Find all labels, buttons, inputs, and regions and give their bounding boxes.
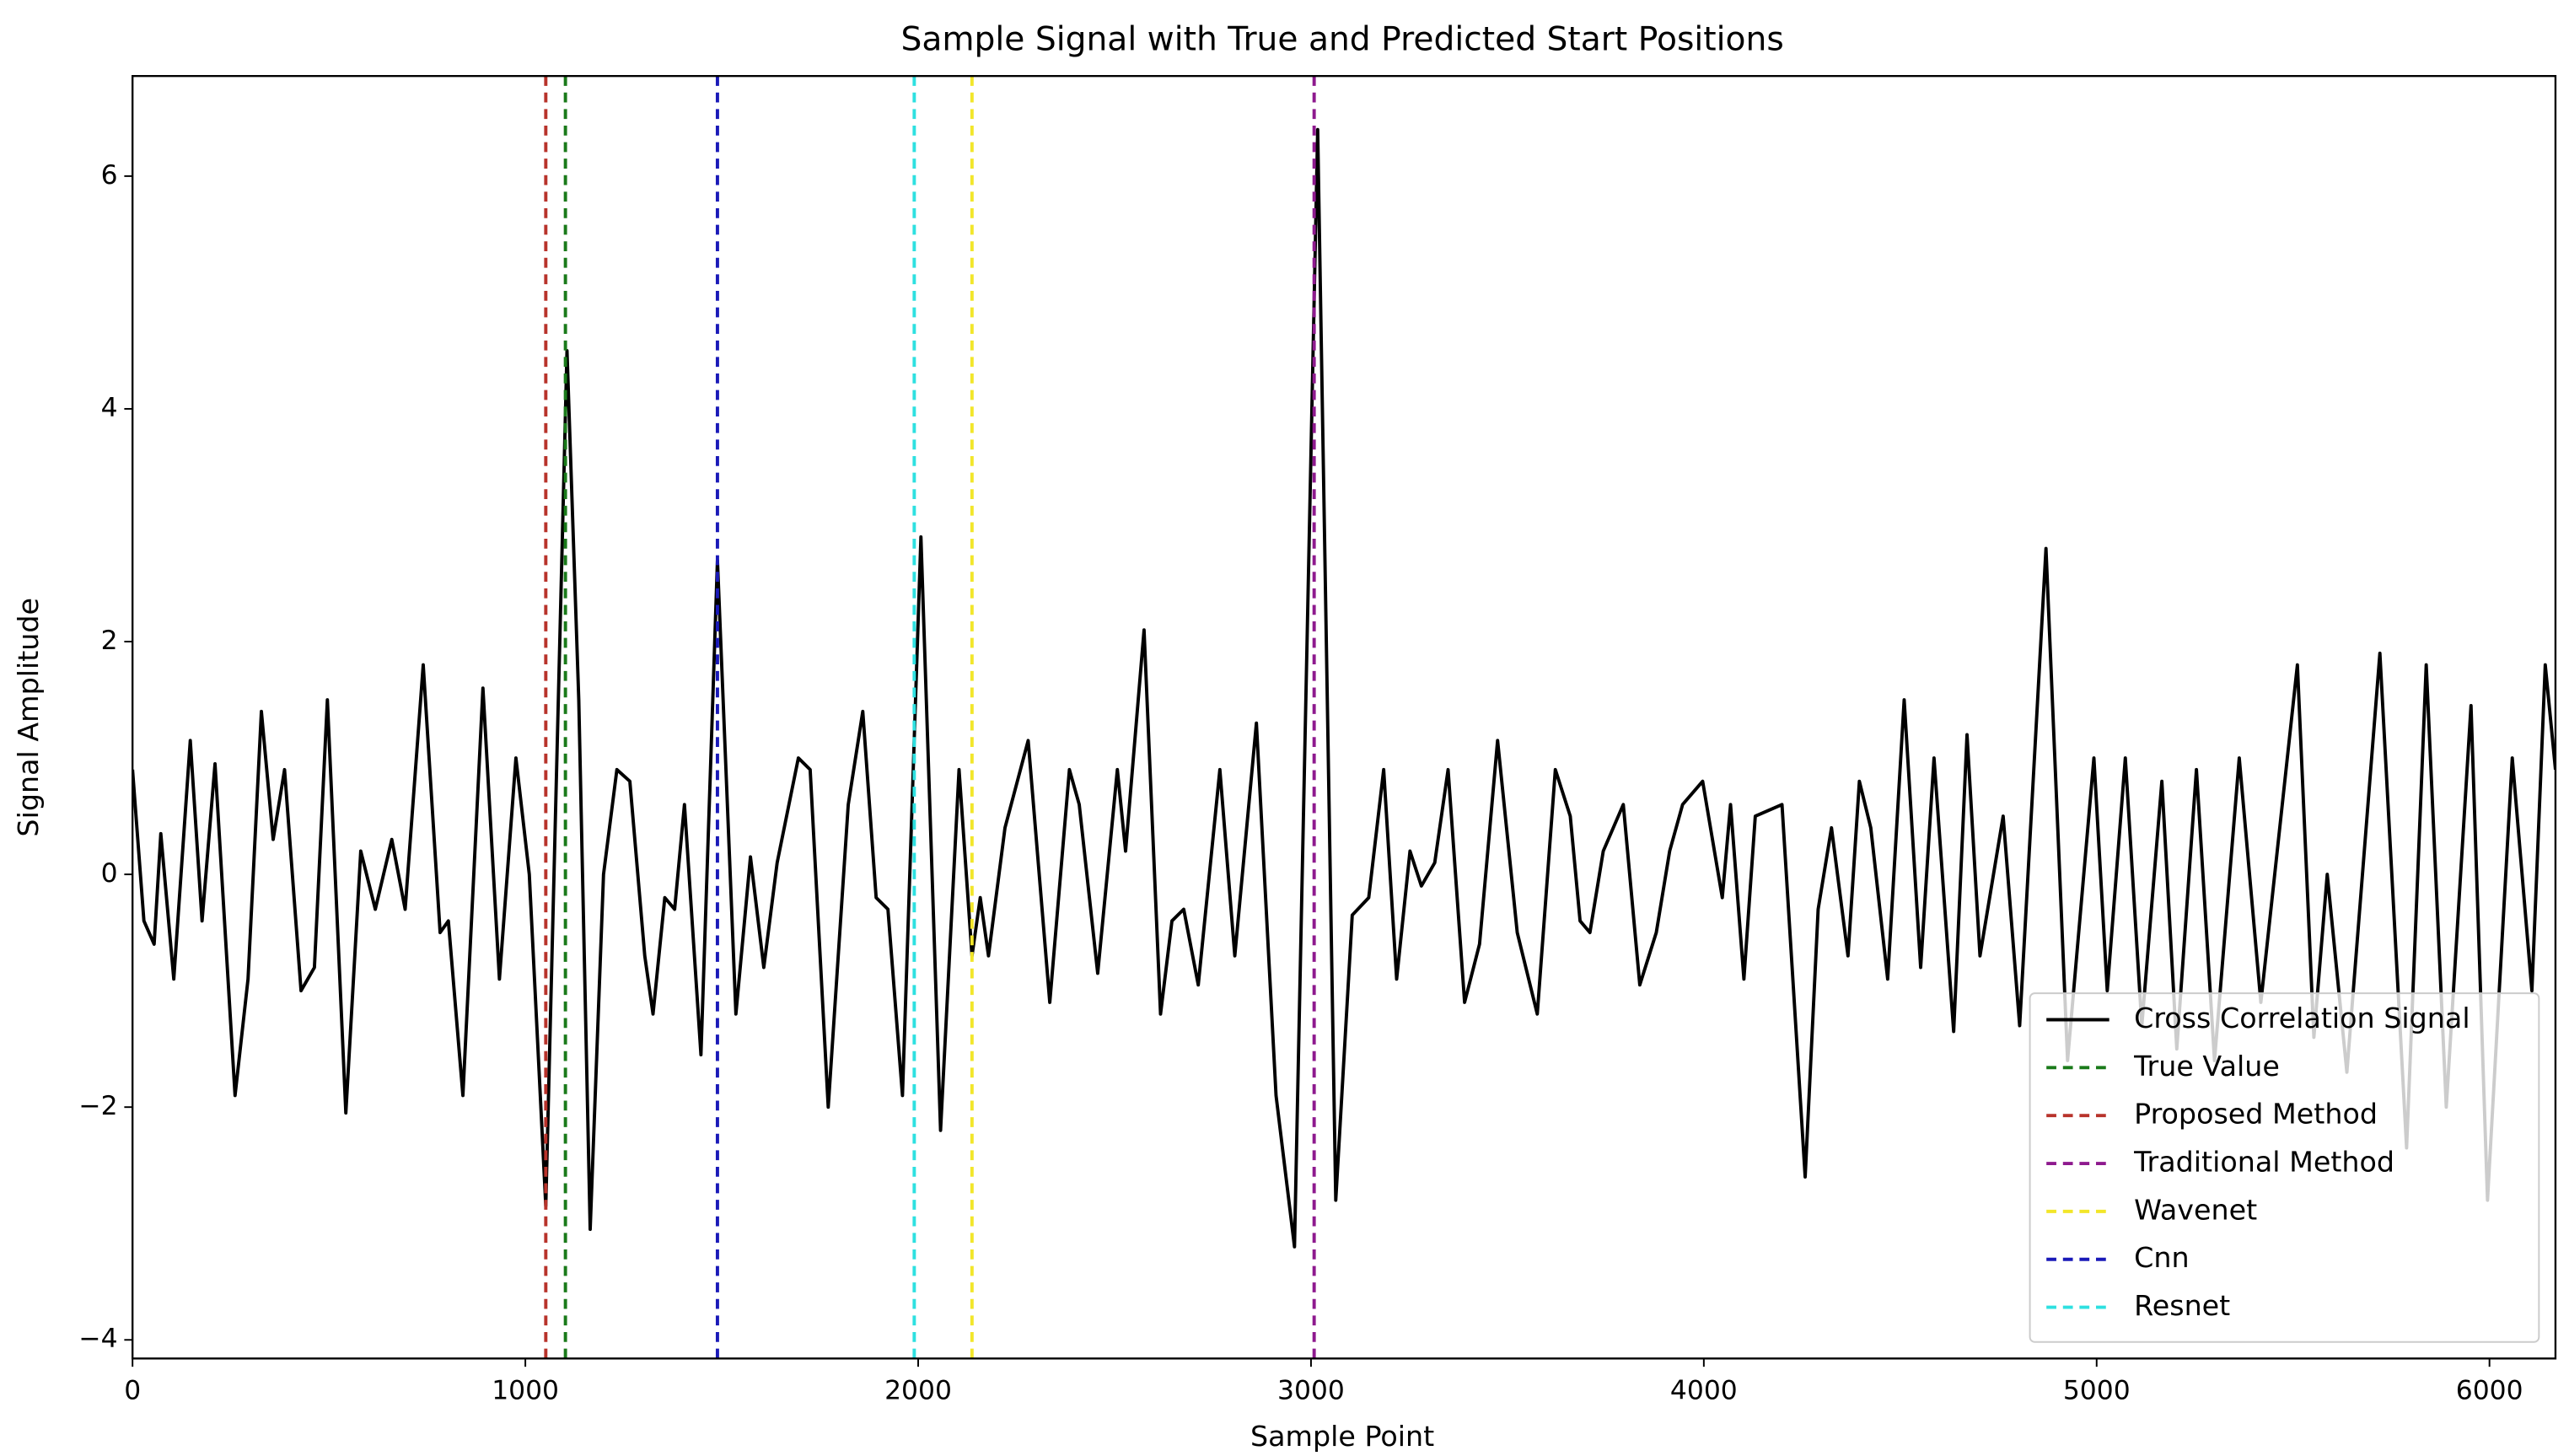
y-tick-label: 4 — [101, 393, 118, 423]
y-tick-label: 6 — [101, 160, 118, 191]
legend-label: True Value — [2133, 1050, 2280, 1083]
legend-label: Proposed Method — [2134, 1098, 2378, 1131]
x-axis-label: Sample Point — [1250, 1420, 1434, 1453]
y-axis-label: Signal Amplitude — [12, 598, 45, 837]
legend-label: Cross Correlation Signal — [2134, 1002, 2470, 1034]
x-tick-label: 0 — [124, 1376, 141, 1406]
x-tick-label: 6000 — [2456, 1376, 2523, 1406]
legend-label: Cnn — [2134, 1241, 2190, 1274]
legend-label: Resnet — [2134, 1289, 2230, 1322]
x-tick-label: 5000 — [2063, 1376, 2131, 1406]
chart-title: Sample Signal with True and Predicted St… — [900, 21, 1783, 59]
x-tick-label: 1000 — [492, 1376, 559, 1406]
plot-frame — [132, 74, 2557, 1360]
y-tick-label: 2 — [101, 626, 118, 656]
x-tick-label: 4000 — [1670, 1376, 1738, 1406]
y-tick-label: 0 — [101, 858, 118, 889]
y-tick-label: −4 — [78, 1324, 117, 1354]
signal-line — [132, 127, 2556, 1249]
x-tick-label: 3000 — [1277, 1376, 1345, 1406]
legend-label: Wavenet — [2134, 1193, 2257, 1226]
x-tick-label: 2000 — [884, 1376, 952, 1406]
y-tick-label: −2 — [78, 1091, 117, 1121]
legend-box — [2029, 992, 2540, 1343]
legend-label: Traditional Method — [2133, 1146, 2394, 1179]
